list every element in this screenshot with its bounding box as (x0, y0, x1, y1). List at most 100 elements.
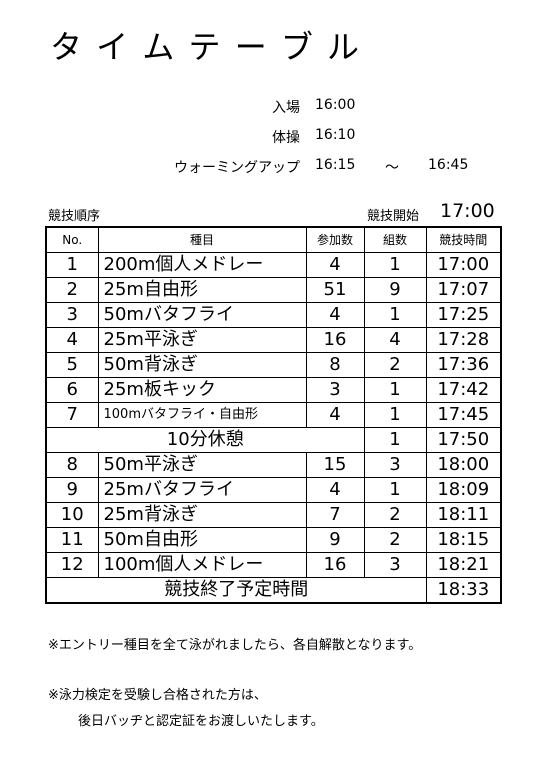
groups: 4 (363, 327, 427, 353)
schedule-label: 体操 (272, 130, 300, 146)
row: 12 100m個人メドレー 16 3 18:21 (45, 552, 502, 578)
time: 17:36 (425, 352, 502, 378)
note: ※エントリー種目を全て泳がれましたら、各自解散となります。 (48, 638, 422, 653)
groups: 1 (363, 477, 427, 503)
title: タ イ ム テ ー ブ ル (50, 28, 362, 66)
note: ※泳力検定を受験し合格された方は、 (48, 688, 267, 703)
no: 3 (45, 302, 99, 328)
header-cell: 組数 (363, 226, 427, 253)
event: 200m個人メドレー (97, 252, 307, 278)
event: 50mバタフライ (97, 302, 307, 328)
entries: 4 (305, 477, 365, 503)
entries: 4 (305, 302, 365, 328)
no: 10 (45, 502, 99, 528)
time: 18:21 (425, 552, 502, 578)
header-cell: 参加数 (305, 226, 365, 253)
start-time: 17:00 (440, 200, 495, 222)
no: 8 (45, 452, 99, 478)
event: 25m背泳ぎ (97, 502, 307, 528)
event: 25m自由形 (97, 277, 307, 303)
header-cell: 種目 (97, 226, 307, 253)
row: 1 200m個人メドレー 4 1 17:00 (45, 252, 502, 278)
time: 18:09 (425, 477, 502, 503)
entries: 9 (305, 527, 365, 553)
no: 6 (45, 377, 99, 403)
no: 12 (45, 552, 99, 578)
time: 18:15 (425, 527, 502, 553)
groups: 3 (363, 452, 427, 478)
separator: ～ (385, 160, 399, 176)
order-label: 競技順序 (48, 209, 101, 224)
no: 5 (45, 352, 99, 378)
groups: 1 (363, 402, 427, 428)
groups: 3 (363, 552, 427, 578)
row: 9 25mバタフライ 4 1 18:09 (45, 477, 502, 503)
note: 後日バッヂと認定証をお渡しいたします。 (78, 714, 324, 729)
event: 50m自由形 (97, 527, 307, 553)
entries: 15 (305, 452, 365, 478)
end-label: 競技終了予定時間 (45, 577, 427, 604)
entries: 3 (305, 377, 365, 403)
time: 17:50 (425, 427, 502, 453)
row: 5 50m背泳ぎ 8 2 17:36 (45, 352, 502, 378)
event: 25mバタフライ (97, 477, 307, 503)
row: 10 25m背泳ぎ 7 2 18:11 (45, 502, 502, 528)
break: 10分休憩 (45, 427, 365, 453)
groups: 1 (363, 252, 427, 278)
schedule-label: ウォーミングアップ (174, 160, 300, 176)
no: 4 (45, 327, 99, 353)
no: 1 (45, 252, 99, 278)
header-cell: No. (45, 226, 99, 253)
header-row: No. 種目 参加数 組数 競技時間 (45, 226, 502, 253)
time: 17:25 (425, 302, 502, 328)
event: 50m背泳ぎ (97, 352, 307, 378)
row: 2 25m自由形 51 9 17:07 (45, 277, 502, 303)
event: 50m平泳ぎ (97, 452, 307, 478)
event: 25m板キック (97, 377, 307, 403)
time: 17:07 (425, 277, 502, 303)
entries: 4 (305, 402, 365, 428)
row: 8 50m平泳ぎ 15 3 18:00 (45, 452, 502, 478)
no: 7 (45, 402, 99, 428)
entries: 16 (305, 552, 365, 578)
schedule-end: 16:45 (428, 157, 469, 173)
time: 18:11 (425, 502, 502, 528)
entries: 4 (305, 252, 365, 278)
groups: 2 (363, 527, 427, 553)
time: 17:28 (425, 327, 502, 353)
no: 2 (45, 277, 99, 303)
row: 10分休憩 1 17:50 (45, 427, 502, 453)
schedule-time: 16:15 (315, 157, 356, 173)
no: 9 (45, 477, 99, 503)
header-cell: 競技時間 (425, 226, 502, 253)
groups: 2 (363, 352, 427, 378)
time: 18:00 (425, 452, 502, 478)
entries: 8 (305, 352, 365, 378)
time: 17:00 (425, 252, 502, 278)
time: 18:33 (425, 577, 502, 604)
schedule-label: 入場 (272, 100, 300, 116)
schedule-time: 16:10 (315, 127, 356, 143)
time: 17:42 (425, 377, 502, 403)
row: 7 100mバタフライ・自由形 4 1 17:45 (45, 402, 502, 428)
no: 11 (45, 527, 99, 553)
row: 3 50mバタフライ 4 1 17:25 (45, 302, 502, 328)
entries: 7 (305, 502, 365, 528)
row: 6 25m板キック 3 1 17:42 (45, 377, 502, 403)
row: 競技終了予定時間 18:33 (45, 577, 502, 604)
groups: 1 (363, 377, 427, 403)
event: 100mバタフライ・自由形 (97, 402, 307, 428)
groups: 1 (363, 302, 427, 328)
event: 25m平泳ぎ (97, 327, 307, 353)
groups: 9 (363, 277, 427, 303)
groups: 2 (363, 502, 427, 528)
row: 4 25m平泳ぎ 16 4 17:28 (45, 327, 502, 353)
event: 100m個人メドレー (97, 552, 307, 578)
entries: 16 (305, 327, 365, 353)
schedule-time: 16:00 (315, 97, 356, 113)
groups: 1 (363, 427, 427, 453)
row: 11 50m自由形 9 2 18:15 (45, 527, 502, 553)
entries: 51 (305, 277, 365, 303)
start-label: 競技開始 (367, 209, 420, 224)
